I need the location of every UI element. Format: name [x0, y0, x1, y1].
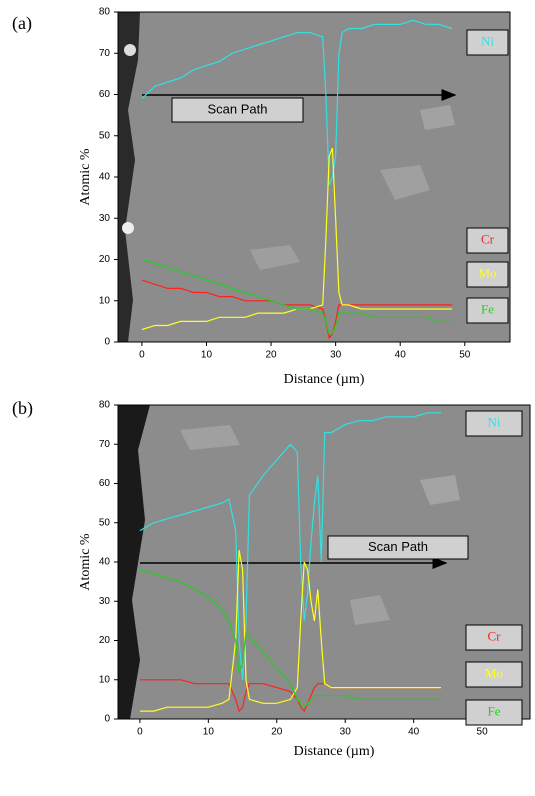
legend-box — [465, 624, 523, 651]
series-line — [139, 569, 441, 709]
x-axis-label: Distance (µm) — [284, 372, 365, 387]
x-tick-label: 10 — [201, 350, 213, 361]
y-tick-label: 60 — [99, 478, 111, 489]
x-tick-label: 20 — [265, 350, 277, 361]
annotation: Scan Path — [368, 539, 428, 554]
series-line — [141, 19, 453, 186]
series-line — [141, 258, 452, 335]
legend-label: Fe — [481, 301, 494, 316]
x-tick-label: 0 — [139, 350, 145, 361]
y-tick-label: 30 — [99, 213, 111, 224]
legend-label: Mo — [485, 665, 503, 680]
legend-box — [465, 410, 523, 437]
y-tick-label: 40 — [99, 557, 111, 568]
x-axis-label: Distance (µm) — [294, 744, 375, 759]
y-tick-label: 10 — [99, 295, 111, 306]
y-tick-label: 20 — [99, 635, 111, 646]
series-line — [141, 147, 452, 331]
x-tick-label: 20 — [271, 727, 283, 738]
x-tick-label: 30 — [330, 350, 342, 361]
legend-label: Cr — [481, 231, 495, 246]
x-tick-label: 0 — [137, 727, 143, 738]
y-tick-label: 20 — [99, 254, 111, 265]
legend-box — [466, 297, 509, 324]
y-tick-label: 60 — [99, 89, 111, 100]
y-tick-label: 30 — [99, 596, 111, 607]
y-tick-label: 50 — [99, 517, 111, 528]
legend-box — [466, 261, 509, 288]
legend-box — [466, 29, 509, 56]
x-tick-label: 10 — [203, 727, 215, 738]
legend-label: Cr — [488, 628, 502, 643]
legend-label: Mo — [478, 265, 496, 280]
annotation: Scan Path — [208, 101, 268, 116]
y-tick-label: 0 — [104, 714, 110, 725]
series-line — [139, 550, 441, 712]
x-tick-label: 40 — [408, 727, 420, 738]
panel-label: (b) — [12, 398, 33, 419]
annotation-box — [171, 97, 304, 123]
x-tick-label: 50 — [477, 727, 489, 738]
y-tick-label: 70 — [99, 439, 111, 450]
y-tick-label: 80 — [99, 400, 111, 411]
x-tick-label: 40 — [395, 350, 407, 361]
legend-box — [466, 227, 509, 254]
x-tick-label: 50 — [459, 350, 471, 361]
y-tick-label: 80 — [99, 7, 111, 18]
sem-background-a — [118, 12, 510, 342]
annotation-box — [327, 535, 469, 560]
y-axis-label: Atomic % — [78, 533, 93, 590]
panel-label: (a) — [12, 13, 32, 34]
legend-box — [465, 699, 523, 726]
y-axis-label: Atomic % — [78, 148, 93, 205]
legend-box — [465, 661, 523, 688]
legend-label: Ni — [488, 414, 501, 429]
y-tick-label: 0 — [104, 337, 110, 348]
x-tick-label: 30 — [340, 727, 352, 738]
y-tick-label: 70 — [99, 48, 111, 59]
series-line — [141, 279, 452, 340]
y-tick-label: 10 — [99, 674, 111, 685]
series-line — [139, 412, 441, 680]
legend-label: Fe — [488, 703, 501, 718]
y-tick-label: 50 — [99, 130, 111, 141]
y-tick-label: 40 — [99, 172, 111, 183]
legend-label: Ni — [481, 33, 494, 48]
